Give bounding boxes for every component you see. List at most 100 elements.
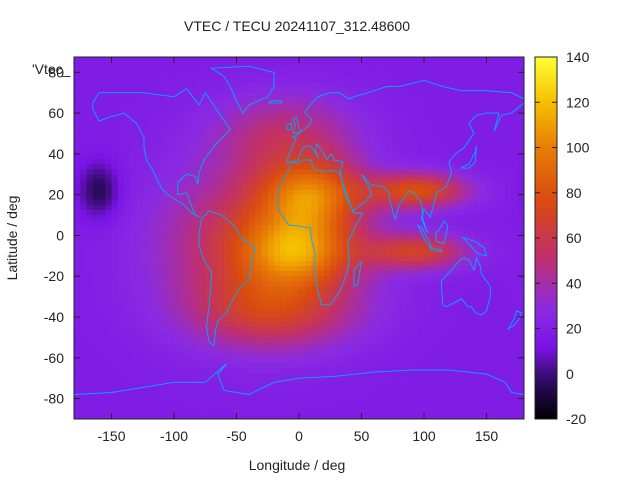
heatmap-cell xyxy=(486,113,494,119)
heatmap-cell xyxy=(505,260,513,267)
heatmap-cell xyxy=(242,143,250,150)
heatmap-cell xyxy=(155,97,163,104)
heatmap-cell xyxy=(80,286,88,293)
heatmap-cell xyxy=(80,62,88,68)
heatmap-cell xyxy=(374,102,381,109)
heatmap-cell xyxy=(242,337,250,344)
heatmap-cell xyxy=(505,133,513,140)
heatmap-cell xyxy=(117,123,125,129)
heatmap-cell xyxy=(161,301,169,308)
heatmap-cell xyxy=(155,271,163,277)
heatmap-cell xyxy=(267,393,275,400)
heatmap-cell xyxy=(305,230,313,237)
heatmap-cell xyxy=(111,92,119,99)
heatmap-cell xyxy=(474,347,481,354)
heatmap-cell xyxy=(499,322,506,328)
heatmap-cell xyxy=(230,169,238,175)
heatmap-cell xyxy=(149,102,156,109)
heatmap-cell xyxy=(305,118,313,124)
heatmap-cell xyxy=(186,82,194,89)
heatmap-cell xyxy=(167,306,175,313)
heatmap-cell xyxy=(424,260,431,267)
heatmap-cell xyxy=(199,143,206,150)
heatmap-cell xyxy=(149,281,156,288)
heatmap-cell xyxy=(436,235,444,242)
heatmap-cell xyxy=(492,332,500,339)
heatmap-cell xyxy=(274,291,281,298)
heatmap-cell xyxy=(180,113,188,119)
heatmap-cell xyxy=(267,322,275,328)
heatmap-cell xyxy=(255,164,263,170)
heatmap-cell xyxy=(330,87,338,94)
heatmap-cell xyxy=(286,383,294,390)
heatmap-cell xyxy=(130,107,138,114)
heatmap-cell xyxy=(242,82,250,89)
heatmap-cell xyxy=(324,266,331,272)
heatmap-cell xyxy=(280,250,288,257)
heatmap-cell xyxy=(286,311,294,318)
heatmap-cell xyxy=(236,62,244,68)
heatmap-cell xyxy=(461,281,469,288)
heatmap-cell xyxy=(142,57,150,63)
heatmap-cell xyxy=(336,62,344,68)
heatmap-cell xyxy=(380,128,388,135)
heatmap-cell xyxy=(274,77,281,84)
heatmap-cell xyxy=(105,260,113,267)
heatmap-cell xyxy=(374,322,381,328)
heatmap-cell xyxy=(449,311,456,318)
heatmap-cell xyxy=(261,204,269,211)
heatmap-cell xyxy=(461,322,469,328)
heatmap-cell xyxy=(236,164,244,170)
heatmap-cell xyxy=(374,194,381,201)
heatmap-cell xyxy=(211,179,219,186)
heatmap-cell xyxy=(486,276,494,282)
heatmap-cell xyxy=(417,352,425,359)
heatmap-cell xyxy=(424,240,431,247)
heatmap-cell xyxy=(186,362,194,369)
heatmap-cell xyxy=(249,357,256,364)
heatmap-cell xyxy=(461,357,469,364)
heatmap-cell xyxy=(292,322,300,328)
heatmap-cell xyxy=(261,322,269,328)
heatmap-cell xyxy=(242,403,250,410)
heatmap-cell xyxy=(405,62,413,68)
heatmap-cell xyxy=(74,373,81,379)
heatmap-cell xyxy=(80,169,88,175)
heatmap-cell xyxy=(217,301,225,308)
heatmap-cell xyxy=(155,87,163,94)
heatmap-cell xyxy=(105,82,113,89)
heatmap-cell xyxy=(192,352,200,359)
heatmap-cell xyxy=(455,378,463,384)
heatmap-cell xyxy=(492,153,500,160)
heatmap-cell xyxy=(155,77,163,84)
heatmap-cell xyxy=(299,306,306,313)
heatmap-cell xyxy=(130,332,138,339)
heatmap-cell xyxy=(242,164,250,170)
heatmap-cell xyxy=(505,209,513,216)
heatmap-cell xyxy=(355,337,363,344)
heatmap-cell xyxy=(155,62,163,68)
heatmap-cell xyxy=(192,82,200,89)
heatmap-cell xyxy=(224,342,231,349)
heatmap-cell xyxy=(461,67,469,73)
heatmap-cell xyxy=(180,230,188,237)
heatmap-cell xyxy=(74,97,81,104)
heatmap-cell xyxy=(330,393,338,400)
heatmap-cell xyxy=(274,311,281,318)
heatmap-cell xyxy=(74,393,81,400)
heatmap-cell xyxy=(99,118,106,124)
heatmap-cell xyxy=(255,403,263,410)
heatmap-cell xyxy=(417,138,425,145)
heatmap-cell xyxy=(117,82,125,89)
heatmap-cell xyxy=(392,82,400,89)
heatmap-cell xyxy=(461,62,469,68)
heatmap-cell xyxy=(192,255,200,262)
heatmap-cell xyxy=(430,138,438,145)
heatmap-cell xyxy=(467,352,475,359)
heatmap-cell xyxy=(149,67,156,73)
heatmap-cell xyxy=(267,77,275,84)
heatmap-cell xyxy=(492,306,500,313)
heatmap-cell xyxy=(342,209,350,216)
heatmap-cell xyxy=(130,337,138,344)
heatmap-cell xyxy=(517,138,524,145)
